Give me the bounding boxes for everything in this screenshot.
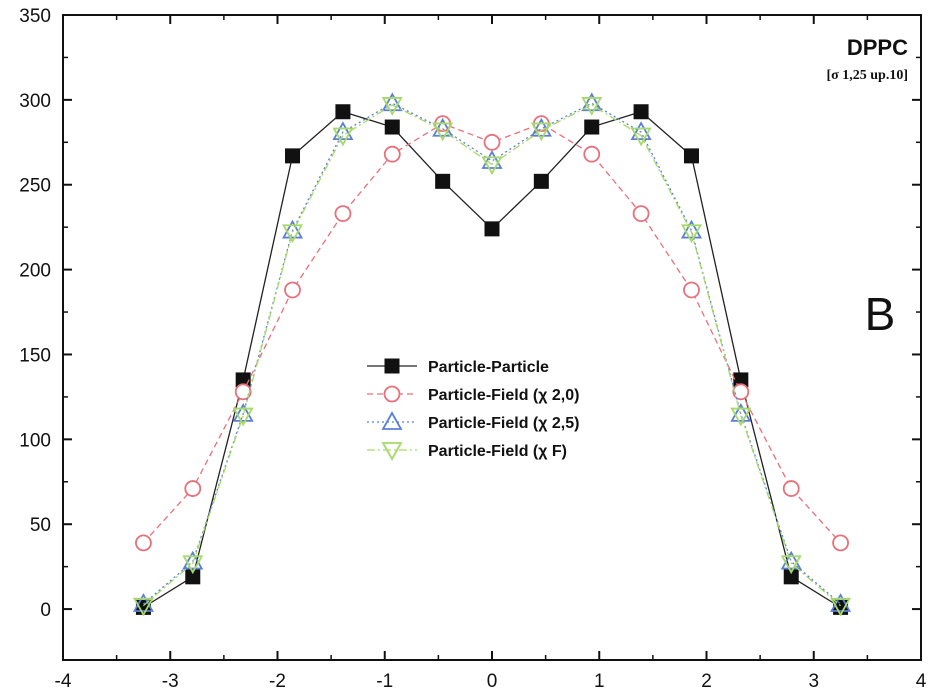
data-point — [332, 127, 354, 147]
data-point — [234, 383, 252, 401]
data-point — [132, 597, 154, 617]
x-tick-label: 1 — [594, 671, 605, 692]
data-point — [530, 122, 552, 142]
y-tick-label: 350 — [19, 6, 51, 27]
data-point — [730, 403, 752, 422]
data-point — [284, 281, 301, 299]
legend-label: Particle-Field (χ F) — [428, 443, 567, 460]
series-layer — [132, 92, 852, 617]
data-point — [335, 104, 351, 120]
data-point — [481, 150, 503, 169]
data-point — [630, 127, 652, 147]
data-point — [484, 221, 500, 237]
legend-marker — [381, 442, 403, 461]
data-point — [630, 121, 652, 141]
data-point — [632, 205, 650, 222]
data-point — [680, 224, 703, 244]
data-point — [384, 119, 400, 135]
data-point — [232, 407, 254, 427]
data-point — [782, 480, 800, 497]
panel-label: B — [865, 288, 896, 340]
y-axis: 0 50 100 150 200 250 300 350 — [19, 6, 921, 621]
data-point — [232, 403, 254, 422]
legend-marker — [381, 411, 403, 430]
data-point — [135, 534, 152, 552]
data-point — [332, 121, 354, 141]
y-tick-label: 100 — [19, 430, 51, 451]
data-point — [780, 550, 802, 570]
series-1 — [135, 104, 849, 615]
x-tick-label: 0 — [487, 671, 498, 692]
legend-item: Particle-Field (χ F) — [367, 442, 567, 461]
y-tick-label: 250 — [19, 176, 51, 197]
data-point — [281, 219, 304, 239]
data-point — [832, 534, 849, 552]
data-point — [383, 145, 401, 163]
legend-marker — [384, 358, 400, 374]
data-point — [185, 569, 201, 585]
data-point — [182, 550, 204, 570]
legend-label: Particle-Particle — [428, 359, 549, 376]
data-point — [584, 119, 600, 135]
y-tick-label: 0 — [40, 600, 51, 621]
y-tick-label: 150 — [19, 345, 51, 366]
data-point — [830, 593, 852, 612]
x-tick-label: -4 — [55, 671, 72, 692]
data-point — [281, 224, 304, 244]
data-point — [435, 173, 451, 189]
data-point — [730, 407, 752, 427]
x-tick-label: 3 — [808, 671, 819, 692]
y-tick-label: 300 — [19, 91, 51, 112]
x-tick-label: -2 — [269, 671, 286, 692]
data-point — [633, 104, 649, 120]
y-tick-label: 50 — [30, 515, 51, 536]
x-tick-label: -1 — [376, 671, 393, 692]
data-point — [381, 97, 403, 116]
data-point — [285, 148, 301, 164]
legend-label: Particle-Field (χ 2,5) — [428, 415, 579, 432]
x-tick-label: 2 — [701, 671, 712, 692]
chart-subtitle: [σ 1,25 up.10] — [826, 68, 908, 83]
series-4 — [132, 97, 852, 617]
data-point — [583, 145, 601, 163]
data-point — [780, 555, 802, 575]
data-point — [683, 148, 699, 164]
data-point — [184, 480, 202, 497]
x-axis: -4 -3 -2 -1 0 1 2 3 4 — [55, 15, 927, 692]
data-point — [483, 133, 501, 151]
x-tick-label: 4 — [916, 671, 927, 692]
data-point — [533, 173, 549, 189]
legend-label: Particle-Field (χ 2,0) — [428, 387, 579, 404]
data-point — [182, 555, 204, 575]
legend-item: Particle-Field (χ 2,5) — [367, 411, 579, 432]
series-3 — [132, 92, 852, 612]
chart-title: DPPC — [847, 35, 908, 60]
legend-marker — [383, 385, 401, 403]
data-point — [783, 569, 799, 585]
series-line — [143, 104, 841, 607]
data-point — [683, 281, 700, 299]
data-point — [581, 92, 603, 112]
data-point — [680, 219, 703, 239]
data-point — [132, 593, 154, 612]
data-point — [432, 122, 454, 142]
data-point — [830, 597, 852, 617]
data-point — [381, 92, 403, 112]
legend-item: Particle-Field (χ 2,0) — [367, 385, 579, 404]
x-tick-label: -3 — [162, 671, 179, 692]
data-point — [732, 383, 750, 401]
data-point — [581, 97, 603, 116]
legend: Particle-Particle Particle-Field (χ 2,0) P… — [367, 358, 579, 461]
data-point — [481, 156, 503, 176]
series-line — [142, 122, 842, 544]
legend-item: Particle-Particle — [367, 358, 549, 376]
series-2 — [135, 115, 849, 552]
series-line — [143, 102, 841, 605]
y-tick-label: 200 — [19, 261, 51, 282]
data-point — [334, 205, 352, 222]
